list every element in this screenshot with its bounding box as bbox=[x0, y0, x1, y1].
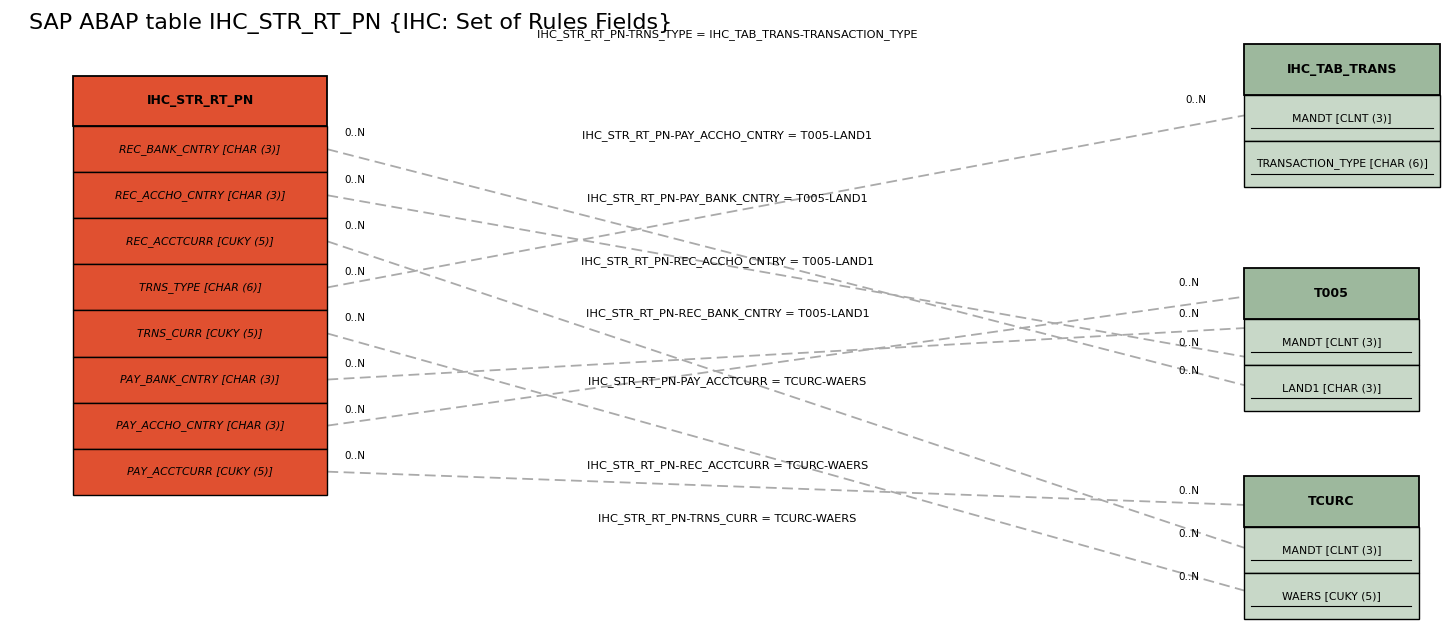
FancyBboxPatch shape bbox=[73, 76, 327, 126]
Text: T005: T005 bbox=[1314, 287, 1349, 300]
Text: IHC_STR_RT_PN-PAY_BANK_CNTRY = T005-LAND1: IHC_STR_RT_PN-PAY_BANK_CNTRY = T005-LAND… bbox=[588, 193, 867, 204]
FancyBboxPatch shape bbox=[73, 264, 327, 310]
Text: SAP ABAP table IHC_STR_RT_PN {IHC: Set of Rules Fields}: SAP ABAP table IHC_STR_RT_PN {IHC: Set o… bbox=[29, 13, 672, 33]
Text: IHC_TAB_TRANS: IHC_TAB_TRANS bbox=[1288, 63, 1397, 76]
Text: REC_BANK_CNTRY [CHAR (3)]: REC_BANK_CNTRY [CHAR (3)] bbox=[119, 144, 281, 155]
Text: LAND1 [CHAR (3)]: LAND1 [CHAR (3)] bbox=[1282, 383, 1381, 392]
Text: 0..N: 0..N bbox=[1179, 309, 1199, 319]
FancyBboxPatch shape bbox=[1244, 95, 1440, 141]
Text: IHC_STR_RT_PN-TRNS_TYPE = IHC_TAB_TRANS-TRANSACTION_TYPE: IHC_STR_RT_PN-TRNS_TYPE = IHC_TAB_TRANS-… bbox=[537, 29, 918, 40]
FancyBboxPatch shape bbox=[1244, 527, 1419, 573]
Text: 0..N: 0..N bbox=[345, 359, 365, 369]
Text: 0..N: 0..N bbox=[1186, 95, 1206, 105]
Text: 0..N: 0..N bbox=[1179, 486, 1199, 496]
Text: TRNS_CURR [CUKY (5)]: TRNS_CURR [CUKY (5)] bbox=[137, 328, 263, 339]
Text: 0..N: 0..N bbox=[1179, 366, 1199, 376]
Text: 0..N: 0..N bbox=[345, 175, 365, 184]
FancyBboxPatch shape bbox=[1244, 476, 1419, 527]
Text: IHC_STR_RT_PN-REC_BANK_CNTRY = T005-LAND1: IHC_STR_RT_PN-REC_BANK_CNTRY = T005-LAND… bbox=[585, 308, 870, 319]
Text: IHC_STR_RT_PN-REC_ACCHO_CNTRY = T005-LAND1: IHC_STR_RT_PN-REC_ACCHO_CNTRY = T005-LAN… bbox=[581, 256, 874, 268]
Text: TRANSACTION_TYPE [CHAR (6)]: TRANSACTION_TYPE [CHAR (6)] bbox=[1256, 158, 1429, 169]
FancyBboxPatch shape bbox=[73, 218, 327, 264]
Text: 0..N: 0..N bbox=[1179, 278, 1199, 288]
Text: IHC_STR_RT_PN-REC_ACCTCURR = TCURC-WAERS: IHC_STR_RT_PN-REC_ACCTCURR = TCURC-WAERS bbox=[586, 460, 869, 471]
FancyBboxPatch shape bbox=[73, 126, 327, 172]
Text: 0..N: 0..N bbox=[1179, 529, 1199, 539]
Text: 0..N: 0..N bbox=[1179, 338, 1199, 348]
Text: PAY_ACCTCURR [CUKY (5)]: PAY_ACCTCURR [CUKY (5)] bbox=[127, 466, 274, 477]
Text: 0..N: 0..N bbox=[345, 313, 365, 322]
Text: 0..N: 0..N bbox=[345, 451, 365, 461]
FancyBboxPatch shape bbox=[73, 310, 327, 357]
Text: 0..N: 0..N bbox=[345, 267, 365, 276]
Text: IHC_STR_RT_PN-PAY_ACCHO_CNTRY = T005-LAND1: IHC_STR_RT_PN-PAY_ACCHO_CNTRY = T005-LAN… bbox=[582, 130, 873, 141]
FancyBboxPatch shape bbox=[73, 403, 327, 449]
Text: PAY_ACCHO_CNTRY [CHAR (3)]: PAY_ACCHO_CNTRY [CHAR (3)] bbox=[116, 420, 284, 431]
FancyBboxPatch shape bbox=[1244, 573, 1419, 619]
Text: PAY_BANK_CNTRY [CHAR (3)]: PAY_BANK_CNTRY [CHAR (3)] bbox=[121, 374, 279, 385]
Text: TCURC: TCURC bbox=[1308, 495, 1355, 508]
Text: IHC_STR_RT_PN: IHC_STR_RT_PN bbox=[147, 95, 253, 107]
FancyBboxPatch shape bbox=[1244, 44, 1440, 95]
FancyBboxPatch shape bbox=[1244, 319, 1419, 365]
FancyBboxPatch shape bbox=[1244, 141, 1440, 187]
Text: WAERS [CUKY (5)]: WAERS [CUKY (5)] bbox=[1282, 591, 1381, 601]
Text: TRNS_TYPE [CHAR (6)]: TRNS_TYPE [CHAR (6)] bbox=[138, 282, 262, 293]
Text: IHC_STR_RT_PN-PAY_ACCTCURR = TCURC-WAERS: IHC_STR_RT_PN-PAY_ACCTCURR = TCURC-WAERS bbox=[588, 376, 867, 387]
FancyBboxPatch shape bbox=[73, 172, 327, 218]
FancyBboxPatch shape bbox=[1244, 365, 1419, 411]
FancyBboxPatch shape bbox=[73, 357, 327, 403]
Text: MANDT [CLNT (3)]: MANDT [CLNT (3)] bbox=[1292, 113, 1392, 122]
Text: REC_ACCTCURR [CUKY (5)]: REC_ACCTCURR [CUKY (5)] bbox=[127, 236, 274, 247]
Text: MANDT [CLNT (3)]: MANDT [CLNT (3)] bbox=[1282, 545, 1381, 555]
Text: 0..N: 0..N bbox=[1179, 572, 1199, 582]
FancyBboxPatch shape bbox=[1244, 268, 1419, 319]
FancyBboxPatch shape bbox=[73, 449, 327, 495]
Text: 0..N: 0..N bbox=[345, 405, 365, 415]
Text: 0..N: 0..N bbox=[345, 129, 365, 138]
Text: 0..N: 0..N bbox=[345, 221, 365, 230]
Text: REC_ACCHO_CNTRY [CHAR (3)]: REC_ACCHO_CNTRY [CHAR (3)] bbox=[115, 190, 285, 201]
Text: IHC_STR_RT_PN-TRNS_CURR = TCURC-WAERS: IHC_STR_RT_PN-TRNS_CURR = TCURC-WAERS bbox=[598, 513, 857, 524]
Text: MANDT [CLNT (3)]: MANDT [CLNT (3)] bbox=[1282, 337, 1381, 346]
